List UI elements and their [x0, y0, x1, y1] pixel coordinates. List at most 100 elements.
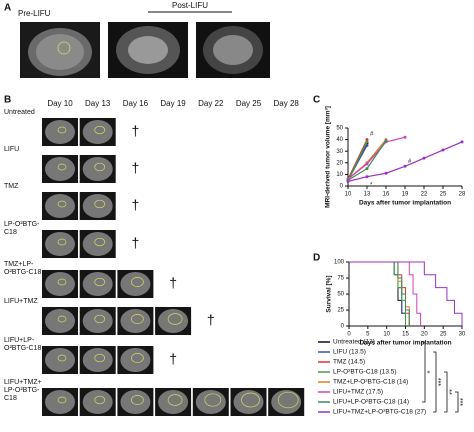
x-tick-label: 13 [364, 192, 371, 198]
tumor-roi [57, 126, 67, 134]
pre-label: Pre-LIFU [18, 9, 51, 18]
row-label: LIFU+TMZ [4, 298, 38, 305]
brain [45, 157, 75, 181]
tumor-roi [277, 391, 299, 409]
day-header: Day 13 [85, 99, 111, 108]
brain [45, 348, 75, 372]
y-tick-label: 25 [337, 308, 344, 314]
brain [45, 272, 75, 296]
y-axis-label: Survival [%] [326, 275, 333, 312]
tumor-roi [241, 392, 260, 408]
brain [82, 390, 113, 414]
brain [45, 194, 75, 218]
mri-image [117, 346, 154, 374]
survival-curve [349, 261, 463, 326]
tumor-roi [94, 277, 106, 287]
x-tick-label: 10 [383, 332, 390, 338]
row-label: O²BTG-C18 [4, 345, 41, 352]
legend-label: TMZ+LP-O²BTG-C18 (14) [333, 379, 408, 386]
y-tick-label: 0 [340, 184, 344, 190]
row-label: LIFU+TMZ+ [4, 379, 42, 386]
death-marker: † [132, 123, 140, 139]
survival-curve [349, 261, 422, 326]
tumor-roi [57, 200, 67, 208]
tumor-roi [57, 163, 67, 171]
sig-bracket [444, 371, 448, 413]
legend-label: Untreated (13) [333, 339, 375, 346]
legend-label: LIFU+LP-O²BTG-C18 (14) [333, 399, 409, 406]
brain [158, 390, 189, 414]
mri-image [117, 270, 154, 298]
mri-image [155, 388, 192, 416]
x-tick-label: 10 [345, 192, 352, 198]
brain [158, 309, 189, 333]
sig-stars: * [423, 371, 430, 374]
y-tick-label: 75 [337, 276, 344, 282]
death-marker: † [169, 351, 177, 367]
brain [120, 348, 151, 372]
brain [195, 390, 226, 414]
mri-image [79, 270, 116, 298]
legend-label: TMZ (14.5) [333, 359, 365, 366]
x-tick-label: 25 [440, 332, 447, 338]
mri-image [42, 155, 78, 183]
y-tick-label: 10 [336, 172, 343, 178]
mri-image [230, 388, 267, 416]
tumor-roi [94, 353, 106, 363]
tumor-roi [94, 162, 106, 172]
y-tick-label: 50 [336, 126, 343, 132]
mri-image [117, 307, 154, 335]
x-tick-label: 15 [402, 332, 409, 338]
row-label: C18 [4, 229, 17, 236]
sig-stars: ** [445, 389, 452, 395]
x-tick-label: 25 [440, 192, 447, 198]
annotation: # [408, 159, 412, 165]
series-line [347, 141, 368, 181]
tumor-roi [94, 395, 106, 405]
death-marker: † [132, 235, 140, 251]
day-header: Day 22 [198, 99, 224, 108]
mri-image [79, 388, 116, 416]
tumor-roi [131, 395, 144, 405]
x-tick-label: 16 [383, 192, 390, 198]
brain [271, 390, 302, 414]
tumor-roi [94, 125, 106, 135]
day-header: Day 19 [160, 99, 186, 108]
brain [82, 157, 113, 181]
y-axis-label: MRI-derived tumor volume [mm³] [325, 106, 332, 208]
brain [120, 390, 151, 414]
x-tick-label: 5 [366, 332, 370, 338]
row-label: LP-O²BTG- [4, 221, 40, 228]
panel-label: C [313, 95, 320, 106]
legend-label: LIFU+TMZ+LP-O²BTG-C18 (27) [333, 409, 426, 416]
series-line [347, 140, 387, 181]
mri-image [42, 388, 78, 416]
brain [45, 390, 75, 414]
tumor-roi [94, 314, 106, 324]
brain [45, 120, 75, 144]
sig-stars: *** [456, 398, 463, 406]
y-tick-label: 30 [336, 149, 343, 155]
brain [233, 390, 264, 414]
brain [120, 309, 151, 333]
x-tick-label: 0 [347, 332, 351, 338]
tumor-roi [167, 394, 183, 406]
mri-image [42, 307, 78, 335]
mri-image [79, 155, 116, 183]
legend-label: LIFU+TMZ (17.5) [333, 389, 383, 396]
survival-curve [349, 261, 406, 326]
panel-label: D [313, 253, 320, 264]
x-axis-label: Days after tumor implantation [359, 200, 451, 207]
row-label: LIFU [4, 146, 19, 153]
x-tick-label: 22 [421, 192, 428, 198]
sig-bracket [455, 391, 459, 413]
tumor-roi [57, 238, 67, 246]
mri-image [79, 192, 116, 220]
tumor-roi [57, 354, 67, 362]
tumor-roi [94, 199, 106, 209]
mri-image [42, 346, 78, 374]
day-header: Day 16 [123, 99, 149, 108]
legend-label: LP-O²BTG-C18 (13.5) [333, 369, 397, 376]
tumor-roi [94, 237, 106, 247]
brain [82, 309, 113, 333]
